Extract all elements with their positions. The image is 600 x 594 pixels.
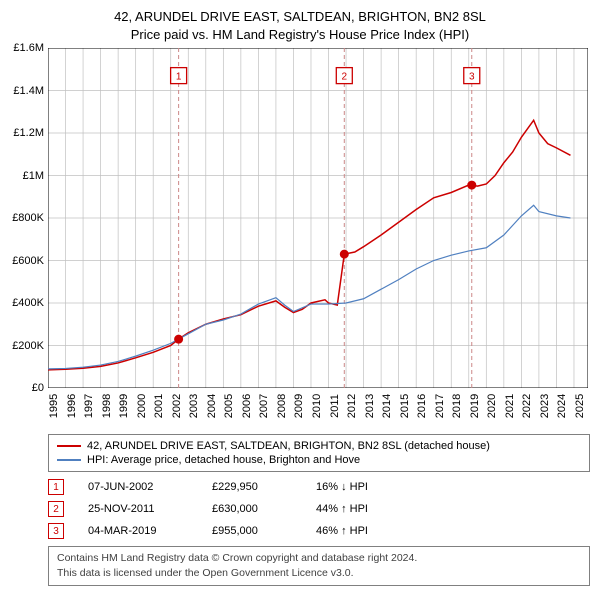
x-tick-label: 1997 [83,394,95,418]
y-tick-label: £200K [12,340,44,352]
x-tick-label: 2002 [171,394,183,418]
y-tick-label: £1M [23,170,44,182]
chart-container: 42, ARUNDEL DRIVE EAST, SALTDEAN, BRIGHT… [0,0,600,586]
x-tick-label: 2003 [188,394,200,418]
footer-line1: Contains HM Land Registry data © Crown c… [57,551,581,566]
x-tick-label: 2025 [574,394,586,418]
x-tick-label: 2011 [329,395,341,419]
legend-box: 42, ARUNDEL DRIVE EAST, SALTDEAN, BRIGHT… [48,434,590,472]
x-tick-label: 2024 [556,394,568,418]
title-subtitle: Price paid vs. HM Land Registry's House … [0,26,600,44]
transaction-pct: 16% ↓ HPI [316,481,416,493]
transaction-date: 07-JUN-2002 [88,481,188,493]
transaction-date: 25-NOV-2011 [88,503,188,515]
legend-row-hpi: HPI: Average price, detached house, Brig… [57,453,581,467]
plot-area: £0£200K£400K£600K£800K£1M£1.2M£1.4M£1.6M… [48,48,590,428]
y-tick-label: £800K [12,212,44,224]
svg-text:3: 3 [469,72,475,83]
x-tick-label: 2004 [206,394,218,418]
x-tick-label: 1998 [101,394,113,418]
transaction-price: £229,950 [212,481,292,493]
y-tick-label: £1.4M [13,85,44,97]
transaction-row: 3 04-MAR-2019 £955,000 46% ↑ HPI [48,520,590,542]
chart-svg: 1 2 3 [48,48,588,388]
x-tick-label: 2010 [311,394,323,418]
y-tick-label: £0 [32,382,44,394]
transaction-price: £630,000 [212,503,292,515]
footer-box: Contains HM Land Registry data © Crown c… [48,546,590,585]
x-tick-label: 2022 [521,394,533,418]
transaction-pct: 46% ↑ HPI [316,525,416,537]
x-tick-label: 2019 [469,394,481,418]
x-tick-label: 2023 [539,394,551,418]
x-tick-label: 2016 [416,394,428,418]
x-tick-label: 1996 [66,394,78,418]
transaction-marker: 2 [48,501,64,517]
x-tick-label: 2017 [434,394,446,418]
y-tick-label: £600K [12,255,44,267]
y-tick-label: £400K [12,297,44,309]
x-tick-label: 1999 [118,394,130,418]
x-tick-label: 2009 [293,394,305,418]
transaction-marker: 3 [48,523,64,539]
transaction-marker: 1 [48,479,64,495]
legend-row-property: 42, ARUNDEL DRIVE EAST, SALTDEAN, BRIGHT… [57,439,581,453]
legend-label-property: 42, ARUNDEL DRIVE EAST, SALTDEAN, BRIGHT… [87,440,490,452]
x-tick-label: 2021 [504,394,516,418]
x-tick-label: 2006 [241,394,253,418]
x-tick-label: 2001 [153,394,165,418]
transaction-date: 04-MAR-2019 [88,525,188,537]
x-tick-label: 2013 [364,394,376,418]
transaction-row: 2 25-NOV-2011 £630,000 44% ↑ HPI [48,498,590,520]
x-tick-label: 2018 [451,394,463,418]
x-tick-label: 2007 [258,394,270,418]
transaction-price: £955,000 [212,525,292,537]
x-tick-label: 2020 [486,394,498,418]
legend-swatch-hpi [57,459,81,461]
legend-label-hpi: HPI: Average price, detached house, Brig… [87,454,360,466]
x-tick-label: 2008 [276,394,288,418]
x-tick-label: 1995 [48,394,60,418]
x-tick-label: 2005 [223,394,235,418]
title-block: 42, ARUNDEL DRIVE EAST, SALTDEAN, BRIGHT… [0,0,600,48]
x-tick-label: 2015 [399,394,411,418]
legend-swatch-property [57,445,81,447]
title-address: 42, ARUNDEL DRIVE EAST, SALTDEAN, BRIGHT… [0,8,600,26]
transactions-table: 1 07-JUN-2002 £229,950 16% ↓ HPI 2 25-NOV-201… [48,476,590,542]
transaction-row: 1 07-JUN-2002 £229,950 16% ↓ HPI [48,476,590,498]
x-tick-label: 2014 [381,394,393,418]
footer-line2: This data is licensed under the Open Gov… [57,566,581,581]
svg-text:2: 2 [342,72,348,83]
x-tick-label: 2012 [346,394,358,418]
y-axis: £0£200K£400K£600K£800K£1M£1.2M£1.4M£1.6M [6,48,46,388]
transaction-pct: 44% ↑ HPI [316,503,416,515]
x-axis: 1995 1996 1997 1998 1999 2000 2001 2002 2003 2004… [48,388,588,428]
svg-text:1: 1 [176,72,182,83]
y-tick-label: £1.6M [13,42,44,54]
x-tick-label: 2000 [136,394,148,418]
y-tick-label: £1.2M [13,127,44,139]
